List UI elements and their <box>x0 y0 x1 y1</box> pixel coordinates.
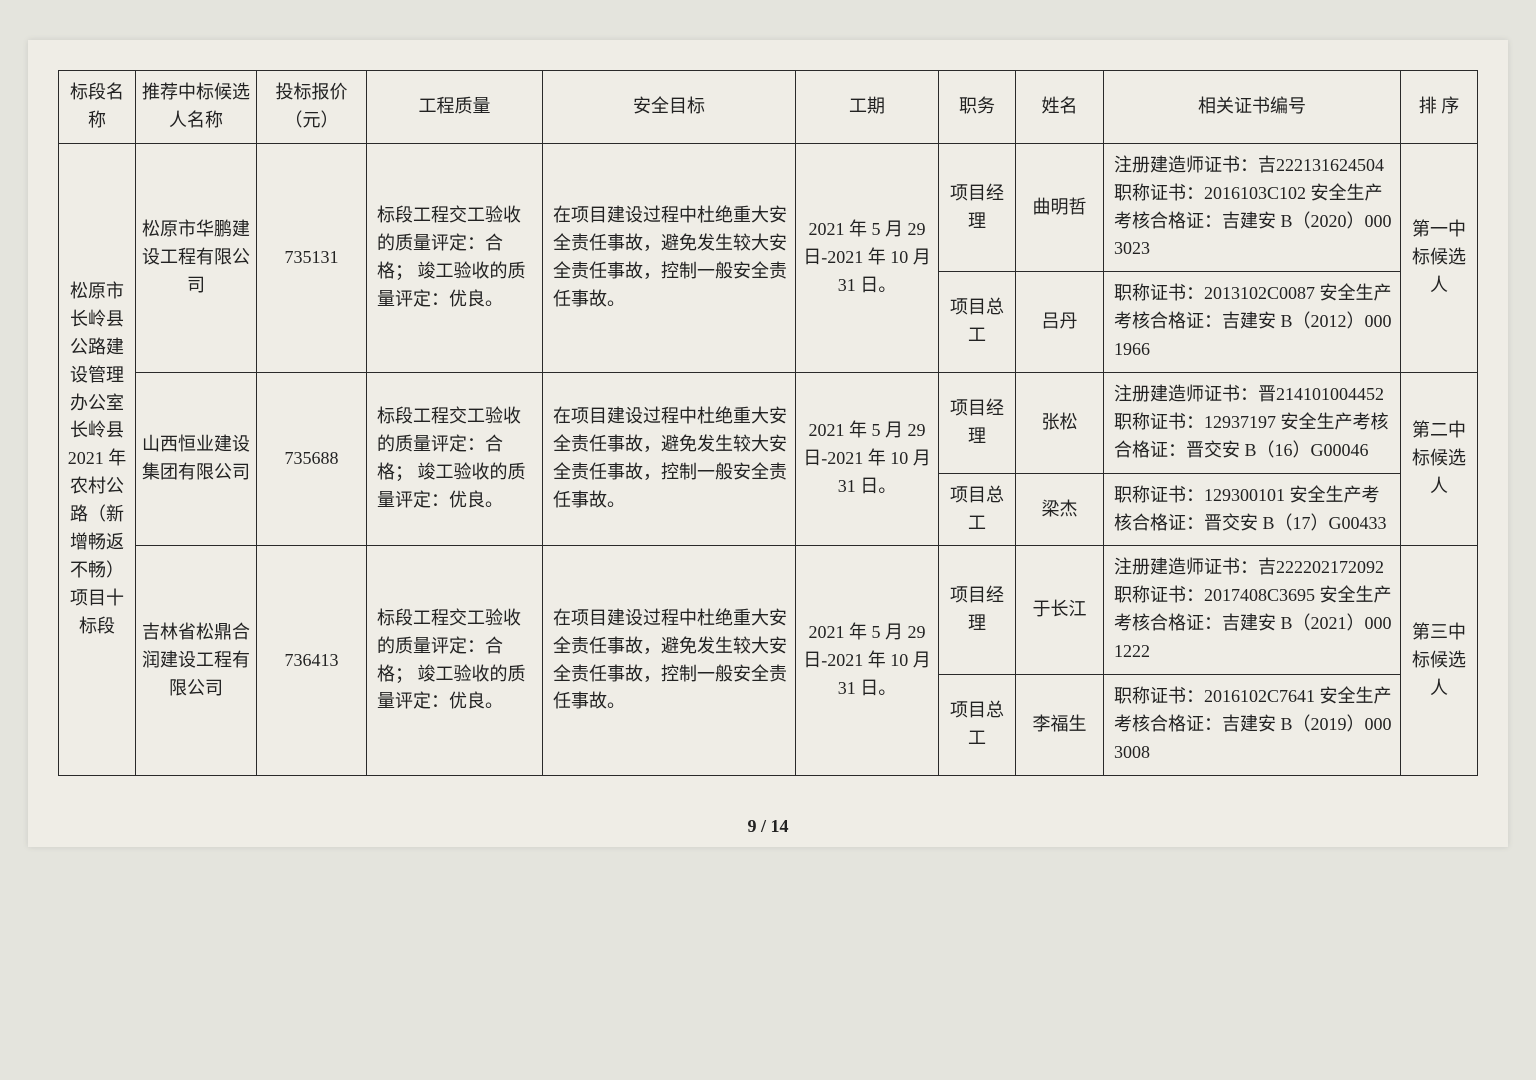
bid-table: 标段名称 推荐中标候选人名称 投标报价（元） 工程质量 安全目标 工期 职务 姓… <box>58 70 1478 776</box>
cell-safety: 在项目建设过程中杜绝重大安全责任事故，避免发生较大安全责任事故，控制一般安全责任… <box>543 546 796 775</box>
cell-cert: 职称证书：2013102C0087 安全生产考核合格证：吉建安 B（2012）0… <box>1104 272 1401 373</box>
cell-cert: 注册建造师证书：吉222131624504 职称证书：2016103C102 安… <box>1104 143 1401 272</box>
cell-person: 张松 <box>1016 373 1104 474</box>
cell-cert: 注册建造师证书：吉222202172092 职称证书：2017408C3695 … <box>1104 546 1401 675</box>
cell-person: 梁杰 <box>1016 473 1104 546</box>
cell-quality: 标段工程交工验收的质量评定：合格； 竣工验收的质量评定：优良。 <box>367 546 543 775</box>
cell-person: 于长江 <box>1016 546 1104 675</box>
cell-rank: 第二中标候选人 <box>1401 373 1478 546</box>
cell-cert: 职称证书：129300101 安全生产考核合格证：晋交安 B（17）G00433 <box>1104 473 1401 546</box>
cell-price: 735131 <box>257 143 367 372</box>
cell-rank: 第三中标候选人 <box>1401 546 1478 775</box>
table-row: 山西恒业建设集团有限公司 735688 标段工程交工验收的质量评定：合格； 竣工… <box>59 373 1478 474</box>
document-page: 标段名称 推荐中标候选人名称 投标报价（元） 工程质量 安全目标 工期 职务 姓… <box>28 40 1508 847</box>
page-number: 9 / 14 <box>58 816 1478 837</box>
cell-rank: 第一中标候选人 <box>1401 143 1478 372</box>
cell-role: 项目经理 <box>939 546 1016 675</box>
table-row: 松原市长岭县公路建设管理办公室长岭县 2021 年农村公路（新增畅返不畅）项目十… <box>59 143 1478 272</box>
cell-price: 736413 <box>257 546 367 775</box>
cell-person: 李福生 <box>1016 675 1104 776</box>
cell-quality: 标段工程交工验收的质量评定：合格； 竣工验收的质量评定：优良。 <box>367 373 543 546</box>
cell-bidder-name: 吉林省松鼎合润建设工程有限公司 <box>136 546 257 775</box>
cell-period: 2021 年 5 月 29 日-2021 年 10 月 31 日。 <box>796 143 939 372</box>
cell-period: 2021 年 5 月 29 日-2021 年 10 月 31 日。 <box>796 546 939 775</box>
cell-bidder-name: 山西恒业建设集团有限公司 <box>136 373 257 546</box>
th-role: 职务 <box>939 71 1016 144</box>
cell-price: 735688 <box>257 373 367 546</box>
cell-role: 项目总工 <box>939 675 1016 776</box>
cell-person: 吕丹 <box>1016 272 1104 373</box>
table-header-row: 标段名称 推荐中标候选人名称 投标报价（元） 工程质量 安全目标 工期 职务 姓… <box>59 71 1478 144</box>
cell-cert: 职称证书：2016102C7641 安全生产考核合格证：吉建安 B（2019）0… <box>1104 675 1401 776</box>
cell-role: 项目总工 <box>939 272 1016 373</box>
cell-section-name: 松原市长岭县公路建设管理办公室长岭县 2021 年农村公路（新增畅返不畅）项目十… <box>59 143 136 775</box>
th-section: 标段名称 <box>59 71 136 144</box>
table-row: 吉林省松鼎合润建设工程有限公司 736413 标段工程交工验收的质量评定：合格；… <box>59 546 1478 675</box>
cell-role: 项目经理 <box>939 373 1016 474</box>
cell-quality: 标段工程交工验收的质量评定：合格； 竣工验收的质量评定：优良。 <box>367 143 543 372</box>
th-person: 姓名 <box>1016 71 1104 144</box>
cell-safety: 在项目建设过程中杜绝重大安全责任事故，避免发生较大安全责任事故，控制一般安全责任… <box>543 143 796 372</box>
th-period: 工期 <box>796 71 939 144</box>
th-price: 投标报价（元） <box>257 71 367 144</box>
th-safety: 安全目标 <box>543 71 796 144</box>
cell-role: 项目总工 <box>939 473 1016 546</box>
th-bidder: 推荐中标候选人名称 <box>136 71 257 144</box>
th-cert: 相关证书编号 <box>1104 71 1401 144</box>
cell-cert: 注册建造师证书：晋214101004452 职称证书：12937197 安全生产… <box>1104 373 1401 474</box>
cell-bidder-name: 松原市华鹏建设工程有限公司 <box>136 143 257 372</box>
cell-safety: 在项目建设过程中杜绝重大安全责任事故，避免发生较大安全责任事故，控制一般安全责任… <box>543 373 796 546</box>
cell-role: 项目经理 <box>939 143 1016 272</box>
th-quality: 工程质量 <box>367 71 543 144</box>
cell-period: 2021 年 5 月 29 日-2021 年 10 月 31 日。 <box>796 373 939 546</box>
th-rank: 排 序 <box>1401 71 1478 144</box>
cell-person: 曲明哲 <box>1016 143 1104 272</box>
